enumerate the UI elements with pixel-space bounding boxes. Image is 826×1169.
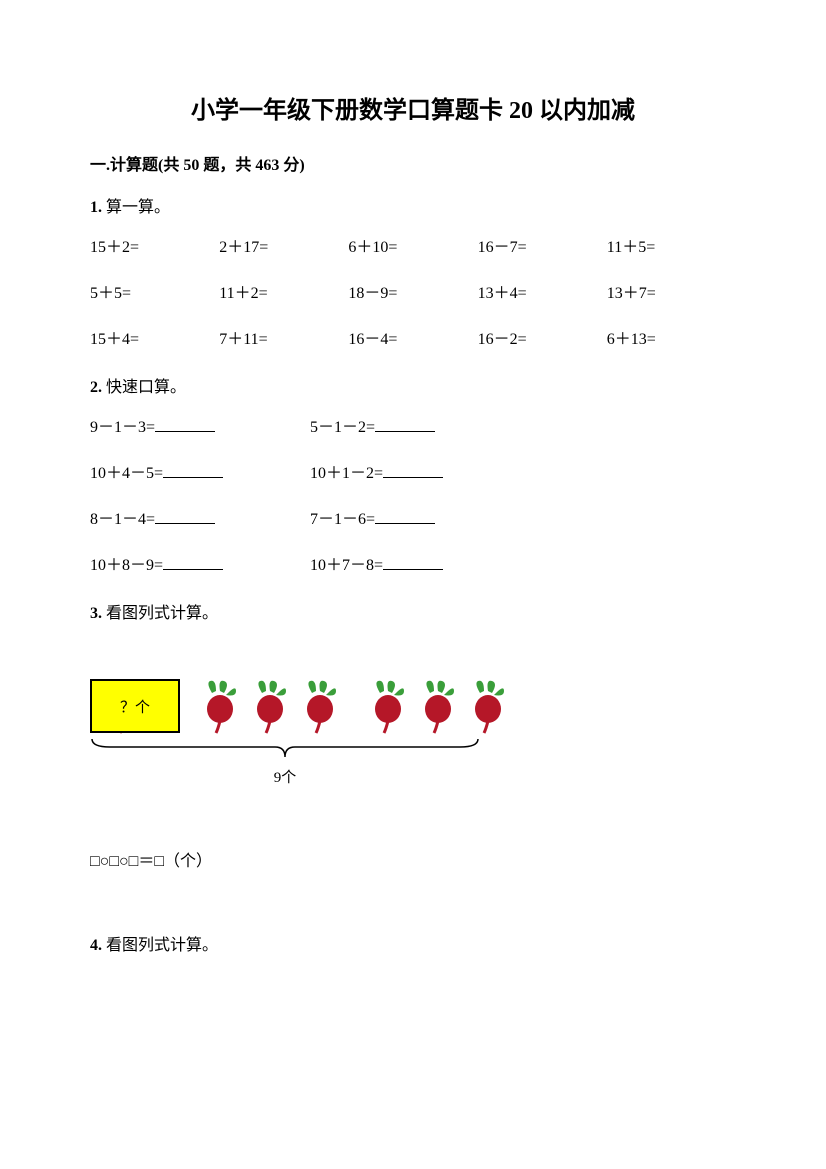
eq-cell: 5＋5= bbox=[90, 279, 219, 303]
eq-cell: 18－9= bbox=[348, 279, 477, 303]
eq-cell: 7－1－6= bbox=[310, 505, 736, 529]
brace-label: 9个 bbox=[90, 766, 480, 787]
eq-cell: 13＋7= bbox=[607, 279, 736, 303]
eq-cell: 10＋4－5= bbox=[90, 459, 310, 483]
problem-2-label: 2. 快速口算。 bbox=[90, 373, 736, 397]
page-title: 小学一年级下册数学口算题卡 20 以内加减 bbox=[90, 90, 736, 125]
unknown-box: ？个 bbox=[90, 679, 180, 733]
eq-cell: 7＋11= bbox=[219, 325, 348, 349]
eq-cell: 10＋8－9= bbox=[90, 551, 310, 575]
problem-4-label: 4. 看图列式计算。 bbox=[90, 931, 736, 955]
problem-3-figure: ？个 9个 bbox=[90, 657, 736, 797]
eq-cell: 8－1－4= bbox=[90, 505, 310, 529]
radish-icon bbox=[368, 679, 412, 735]
eq-cell: 16－2= bbox=[478, 325, 607, 349]
eq-cell: 11＋2= bbox=[219, 279, 348, 303]
eq-cell: 16－4= bbox=[348, 325, 477, 349]
eq-cell: 5－1－2= bbox=[310, 413, 736, 437]
problem-1-text: 算一算。 bbox=[102, 199, 170, 216]
radish-icon bbox=[250, 679, 294, 735]
eq-cell: 10＋7－8= bbox=[310, 551, 736, 575]
section-header: 一.计算题(共 50 题，共 463 分) bbox=[90, 151, 736, 175]
problem-4-text: 看图列式计算。 bbox=[102, 937, 218, 954]
radish-icon bbox=[300, 679, 344, 735]
radish-icon bbox=[200, 679, 244, 735]
problem-1-grid: 15＋2= 2＋17= 6＋10= 16－7= 11＋5= 5＋5= 11＋2=… bbox=[90, 233, 736, 349]
eq-cell: 6＋13= bbox=[607, 325, 736, 349]
radish-icon bbox=[468, 679, 512, 735]
problem-4-num: 4. bbox=[90, 937, 102, 954]
eq-cell: 11＋5= bbox=[607, 233, 736, 257]
problem-2-grid: 9－1－3= 5－1－2= 10＋4－5= 10＋1－2= 8－1－4= 7－1… bbox=[90, 413, 736, 575]
eq-cell: 2＋17= bbox=[219, 233, 348, 257]
radish-icon bbox=[418, 679, 462, 735]
eq-cell: 9－1－3= bbox=[90, 413, 310, 437]
eq-cell: 16－7= bbox=[478, 233, 607, 257]
unknown-box-text: ？个 bbox=[120, 696, 150, 717]
problem-3-label: 3. 看图列式计算。 bbox=[90, 599, 736, 623]
brace: 9个 bbox=[90, 737, 480, 787]
problem-2-num: 2. bbox=[90, 379, 102, 396]
eq-cell: 15＋4= bbox=[90, 325, 219, 349]
problem-2-text: 快速口算。 bbox=[102, 379, 186, 396]
eq-cell: 10＋1－2= bbox=[310, 459, 736, 483]
eq-cell: 6＋10= bbox=[348, 233, 477, 257]
equation-template: □○□○□＝□（个） bbox=[90, 847, 736, 871]
eq-cell: 15＋2= bbox=[90, 233, 219, 257]
problem-1-num: 1. bbox=[90, 199, 102, 216]
problem-3-text: 看图列式计算。 bbox=[102, 605, 218, 622]
problem-1-label: 1. 算一算。 bbox=[90, 193, 736, 217]
problem-3-num: 3. bbox=[90, 605, 102, 622]
eq-cell: 13＋4= bbox=[478, 279, 607, 303]
